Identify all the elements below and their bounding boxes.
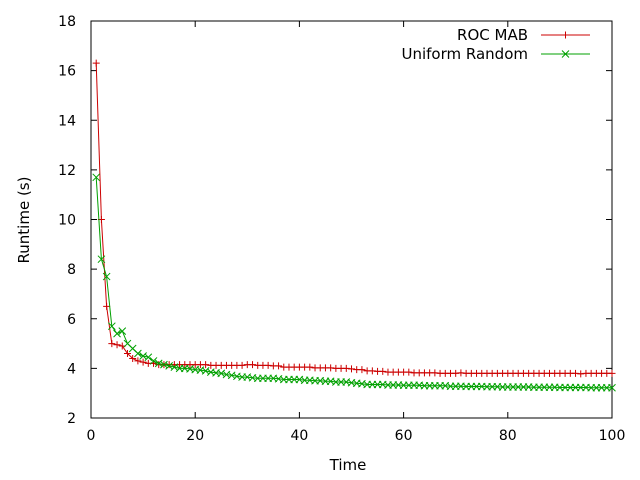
y-tick-label: 4 bbox=[67, 361, 76, 377]
x-tick-label: 40 bbox=[290, 428, 308, 444]
y-tick-label: 8 bbox=[67, 262, 76, 278]
data-point-roc-mab bbox=[129, 354, 137, 362]
plot-frame bbox=[90, 20, 613, 419]
data-point-uniform-random bbox=[102, 272, 111, 281]
y-tick-label: 18 bbox=[58, 14, 76, 30]
data-point-uniform-random bbox=[92, 173, 101, 182]
series-line-roc-mab bbox=[95, 63, 612, 375]
series-layer bbox=[92, 59, 616, 392]
data-point-roc-mab bbox=[123, 349, 131, 357]
data-point-roc-mab bbox=[249, 361, 257, 369]
legend-label-roc-mab: ROC MAB bbox=[457, 26, 528, 44]
x-tick-label: 0 bbox=[87, 428, 96, 444]
legend-label-uniform-random: Uniform Random bbox=[402, 45, 529, 63]
data-point-roc-mab bbox=[348, 365, 355, 373]
data-point-uniform-random bbox=[97, 255, 106, 264]
legend-marker-roc-mab bbox=[562, 31, 569, 39]
data-point-roc-mab bbox=[108, 340, 116, 348]
y-axis-label: Runtime (s) bbox=[15, 177, 33, 264]
y-tick-label: 10 bbox=[58, 213, 76, 229]
x-tick-label: 100 bbox=[599, 428, 626, 444]
y-tick-label: 6 bbox=[67, 312, 76, 328]
data-point-roc-mab bbox=[405, 368, 413, 376]
axis-ticks bbox=[90, 20, 613, 419]
x-axis-label: Time bbox=[329, 456, 367, 474]
data-point-roc-mab bbox=[238, 361, 246, 369]
x-tick-label: 60 bbox=[395, 428, 413, 444]
data-point-roc-mab bbox=[306, 363, 314, 371]
data-point-uniform-random bbox=[149, 357, 158, 365]
data-point-uniform-random bbox=[144, 353, 153, 362]
data-point-roc-mab bbox=[92, 59, 100, 67]
data-point-roc-mab bbox=[113, 341, 121, 349]
data-point-roc-mab bbox=[103, 302, 111, 310]
data-point-uniform-random bbox=[113, 329, 121, 338]
data-point-uniform-random bbox=[107, 322, 116, 331]
series-roc-mab bbox=[92, 59, 616, 378]
data-point-roc-mab bbox=[379, 367, 387, 375]
axis-tick-labels: 0 20 40 60 80 100 2 4 6 8 10 12 14 16 18 bbox=[58, 14, 625, 444]
data-point-uniform-random bbox=[134, 349, 142, 358]
data-point-roc-mab bbox=[202, 361, 210, 369]
x-tick-label: 80 bbox=[499, 428, 517, 444]
series-uniform-random bbox=[92, 173, 616, 392]
legend-marker-uniform-random bbox=[561, 50, 570, 58]
y-tick-label: 12 bbox=[58, 163, 76, 179]
data-point-roc-mab bbox=[358, 366, 366, 374]
data-point-roc-mab bbox=[134, 357, 142, 365]
y-tick-label: 16 bbox=[58, 64, 76, 80]
data-point-roc-mab bbox=[275, 362, 283, 370]
y-tick-label: 2 bbox=[67, 411, 76, 427]
series-line-uniform-random bbox=[95, 177, 612, 389]
x-tick-label: 20 bbox=[186, 428, 204, 444]
data-point-roc-mab bbox=[139, 358, 147, 366]
data-point-uniform-random bbox=[118, 327, 127, 336]
y-tick-label: 14 bbox=[58, 113, 76, 129]
data-point-uniform-random bbox=[608, 383, 616, 392]
data-point-roc-mab bbox=[608, 369, 616, 377]
